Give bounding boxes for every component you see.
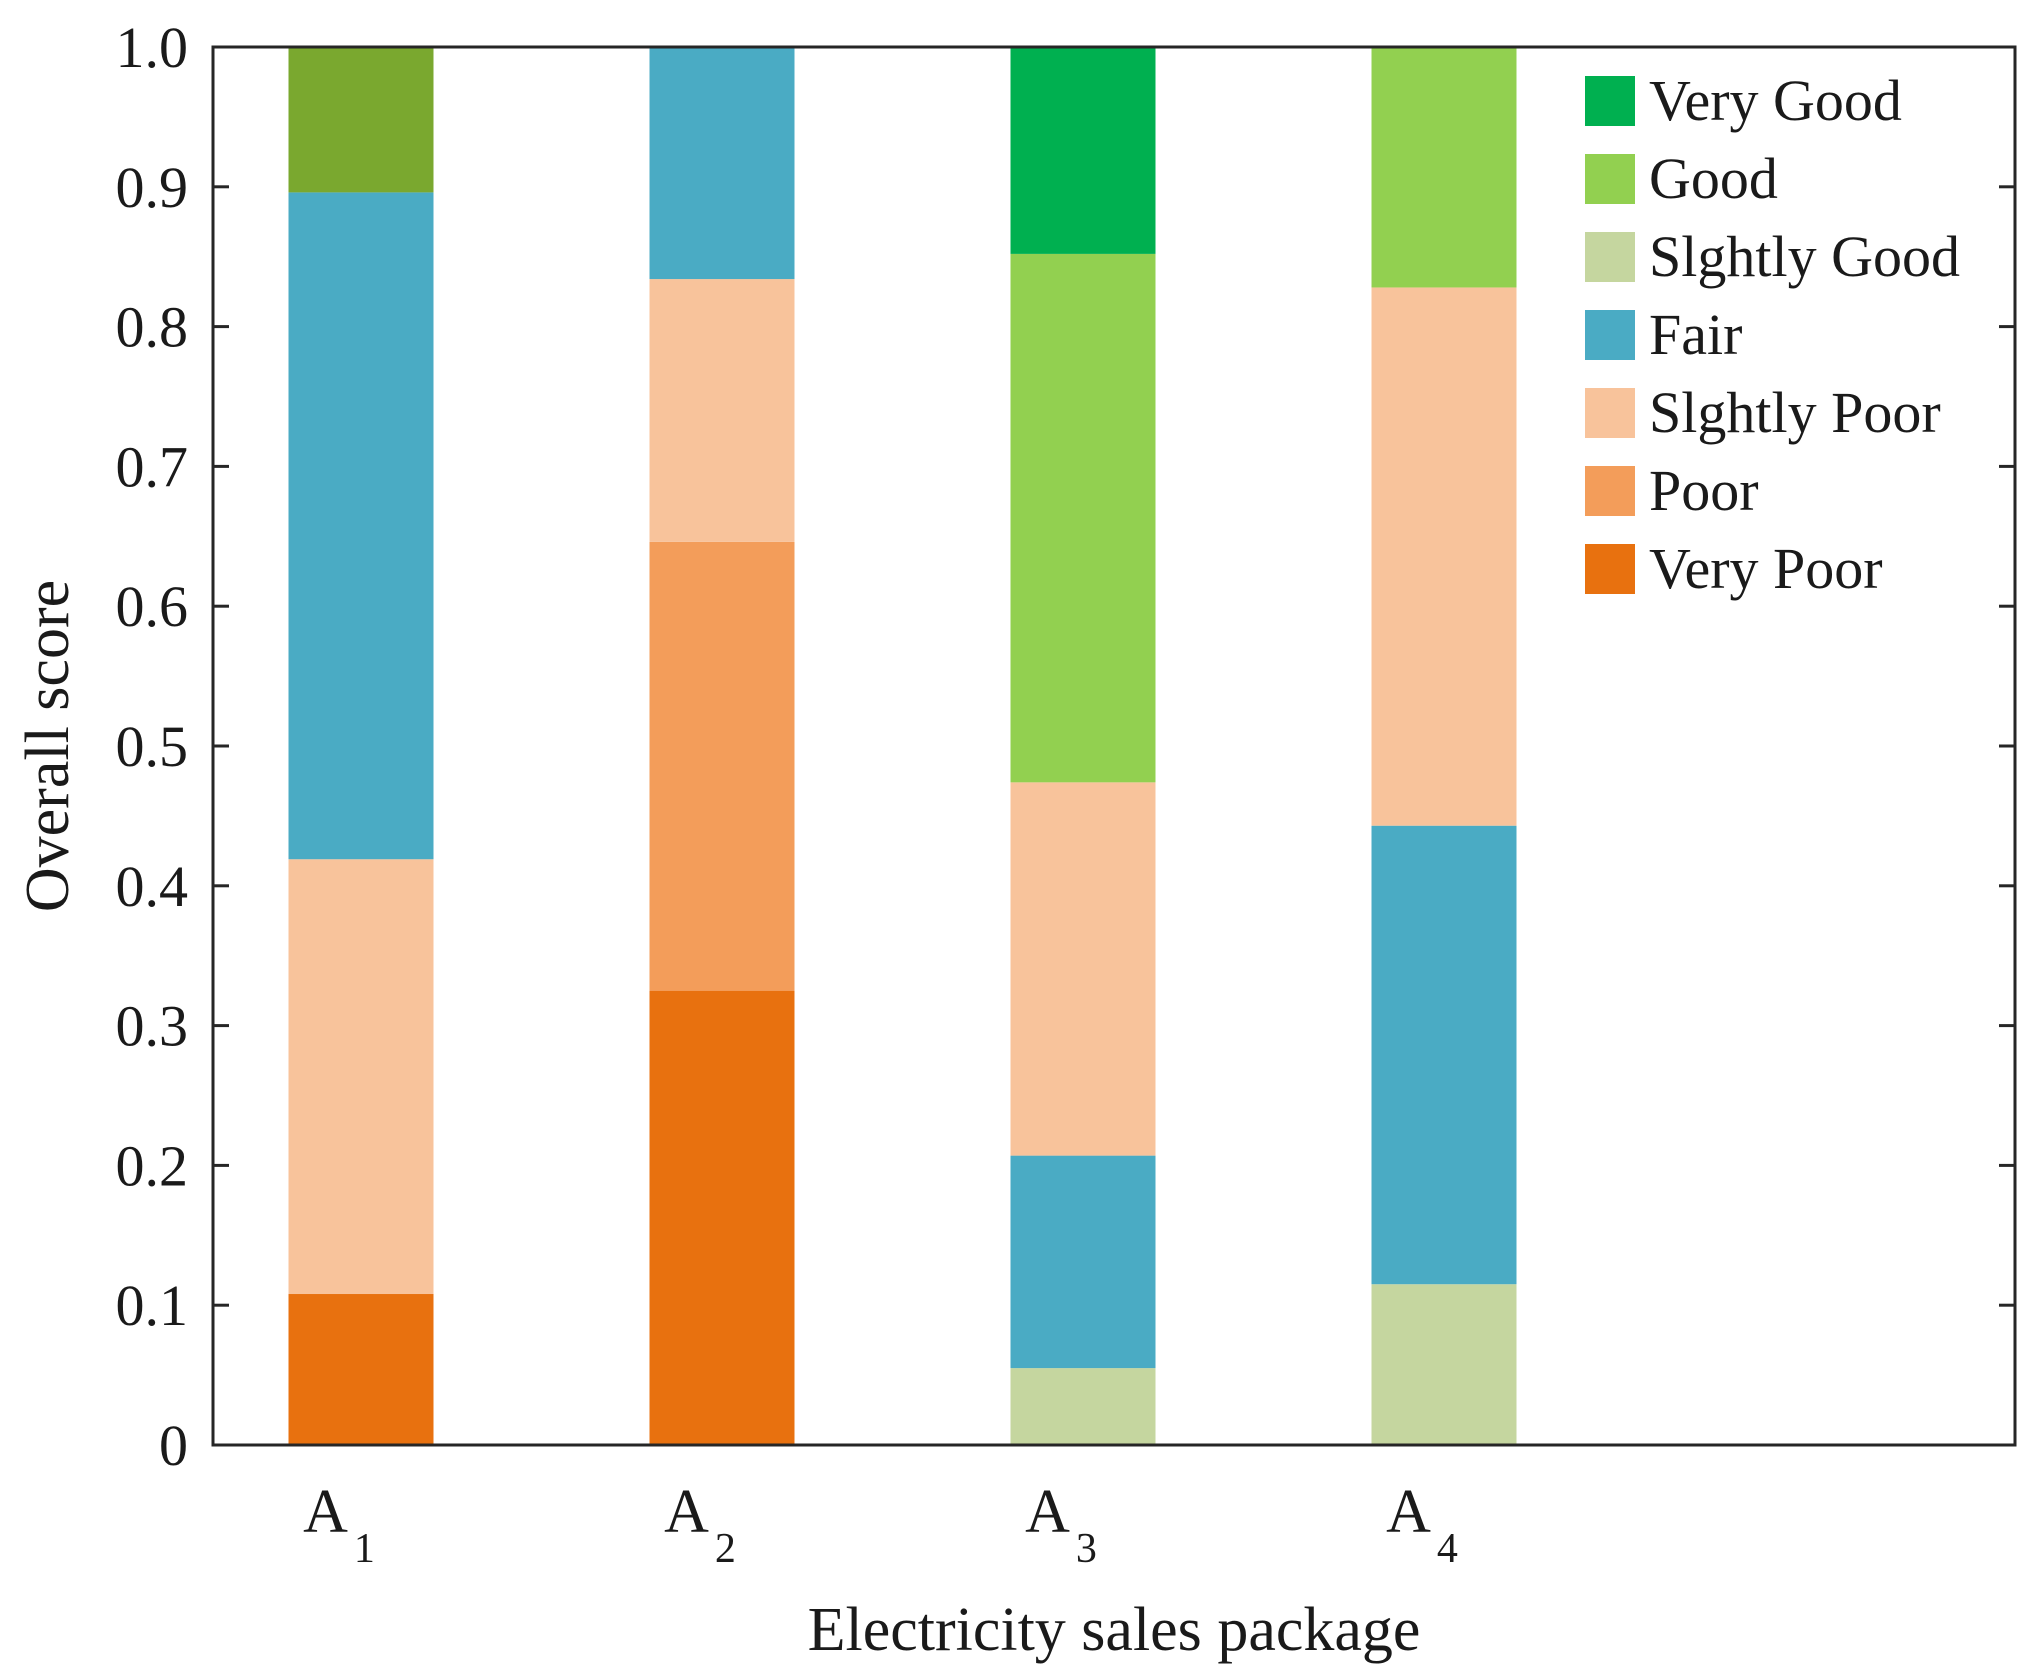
legend: Very Good Good Slghtly Good Fair Slghtly Poo… [1585,68,1960,601]
y-tick-label: 0 [159,1413,188,1478]
bar-segment-a2-slghtly-poor [649,279,795,542]
bar-segment-a4-slghtly-poor [1371,287,1517,826]
ticks-layer [213,45,2015,1447]
bar-segment-a1-slghtly-poor [288,859,434,1295]
legend-label: Very Poor [1649,536,1883,601]
x-tick-label: A4 [1386,1478,1458,1572]
y-tick-label: 0.6 [116,574,189,639]
y-tick-label: 0.5 [116,714,189,779]
legend-swatch-slghtly-good [1585,232,1635,282]
y-tick-label: 0.7 [116,434,189,499]
y-tick-labels: 0 0.1 0.2 0.3 0.4 0.5 0.6 0.7 0.8 0.9 1.0 [116,15,189,1478]
bar-segment-a3-slghtly-good [1010,1368,1156,1445]
legend-swatch-slghtly-poor [1585,388,1635,438]
legend-swatch-very-good [1585,76,1635,126]
bar-segment-a2-fair [649,47,795,280]
x-axis-label: Electricity sales package [808,1596,1421,1664]
y-tick-label: 0.8 [116,295,189,360]
legend-swatch-good [1585,154,1635,204]
bar-segment-a2-very-poor [649,990,795,1445]
y-tick-label: 0.4 [116,854,189,919]
bar-segment-a3-good [1010,253,1156,783]
legend-label: Good [1649,146,1778,211]
legend-label: Slghtly Good [1649,224,1960,289]
x-tick-label: A2 [664,1478,736,1572]
x-tick-label-subscript: 1 [354,1526,375,1572]
bar-segment-a1-green [288,47,434,193]
bar-segment-a2-poor [649,541,795,991]
legend-label: Poor [1649,458,1759,523]
x-tick-label-subscript: 4 [1437,1526,1458,1572]
y-tick-label: 1.0 [116,15,189,80]
x-tick-label: A3 [1025,1478,1097,1572]
x-tick-label-subscript: 3 [1076,1526,1097,1572]
bar-segment-a4-fair [1371,825,1517,1285]
legend-swatch-poor [1585,466,1635,516]
legend-label: Fair [1649,302,1742,367]
x-tick-labels: A1 A2 A3 A4 [303,1478,1458,1572]
y-tick-label: 0.3 [116,994,189,1059]
bar-segment-a3-fair [1010,1155,1156,1369]
bar-segment-a1-very-poor [288,1294,434,1445]
x-tick-label: A1 [303,1478,375,1572]
bars-layer [288,47,1517,1445]
bar-segment-a4-good [1371,47,1517,288]
y-tick-label: 0.9 [116,155,189,220]
x-tick-label-subscript: 2 [715,1526,736,1572]
y-tick-label: 0.2 [116,1133,189,1198]
legend-swatch-fair [1585,310,1635,360]
legend-swatch-very-poor [1585,544,1635,594]
bar-segment-a4-slghtly-good [1371,1284,1517,1445]
bar-segment-a1-fair [288,192,434,860]
y-axis-label: Overall score [14,580,82,912]
legend-label: Very Good [1649,68,1902,133]
bar-segment-a3-very-good [1010,47,1156,254]
y-tick-label: 0.1 [116,1273,189,1338]
legend-label: Slghtly Poor [1649,380,1941,445]
bar-segment-a3-slghtly-poor [1010,782,1156,1156]
